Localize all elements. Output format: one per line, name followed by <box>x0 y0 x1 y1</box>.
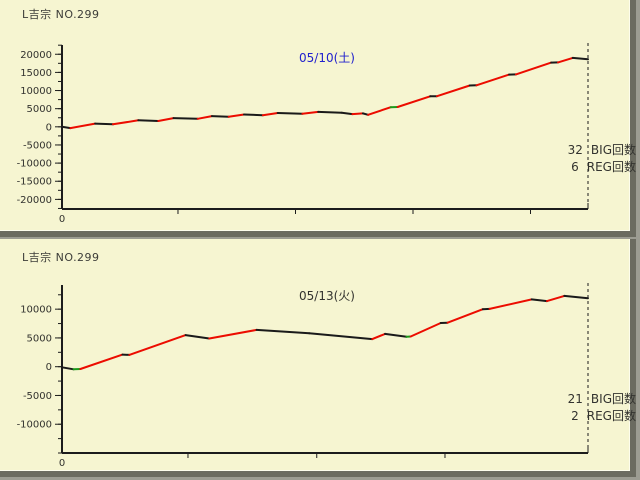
big-count: 32 <box>567 143 583 157</box>
reg-count-row: 6 REG回数 <box>551 159 636 176</box>
svg-text:0: 0 <box>46 362 52 373</box>
svg-text:10000: 10000 <box>20 305 52 316</box>
reg-count-label: REG回数 <box>586 409 636 423</box>
svg-text:5000: 5000 <box>27 333 52 344</box>
big-count-row: 32 BIG回数 <box>551 142 636 159</box>
bonus-stats: 21 BIG回数 2 REG回数 <box>551 391 636 425</box>
svg-text:-5000: -5000 <box>23 391 52 402</box>
big-count-label: BIG回数 <box>590 143 636 157</box>
svg-text:0: 0 <box>46 122 52 133</box>
big-count-row: 21 BIG回数 <box>551 391 636 408</box>
machine-title: L吉宗 NO.299 <box>22 251 100 264</box>
reg-count: 2 <box>571 409 579 423</box>
svg-text:20000: 20000 <box>20 50 52 61</box>
machine-title: L吉宗 NO.299 <box>22 8 100 21</box>
svg-text:0: 0 <box>59 214 65 225</box>
svg-text:-10000: -10000 <box>17 420 52 431</box>
slump-panel-bottom: L吉宗 NO.299 10000 5000 0 -5000 -10000 0 05/13(… <box>0 239 636 477</box>
slump-chart-bottom: 10000 5000 0 -5000 -10000 0 <box>17 283 589 469</box>
svg-text:-5000: -5000 <box>23 140 52 151</box>
svg-text:5000: 5000 <box>27 104 52 115</box>
slump-panel-top: L吉宗 NO.299 20000 15000 10000 5000 0 -5000 -100… <box>0 0 636 237</box>
svg-text:10000: 10000 <box>20 86 52 97</box>
svg-text:-15000: -15000 <box>17 177 52 188</box>
big-count: 21 <box>567 392 583 406</box>
reg-count-row: 2 REG回数 <box>551 408 636 425</box>
svg-text:-20000: -20000 <box>17 195 52 206</box>
date-label: 05/10(土) <box>299 51 355 65</box>
svg-text:15000: 15000 <box>20 68 52 79</box>
svg-text:-10000: -10000 <box>17 159 52 170</box>
date-label: 05/13(火) <box>299 289 355 303</box>
slump-chart-top: 20000 15000 10000 5000 0 -5000 -10000 -15000 -20… <box>17 43 589 225</box>
svg-text:0: 0 <box>59 458 65 469</box>
reg-count-label: REG回数 <box>586 160 636 174</box>
bonus-stats: 32 BIG回数 6 REG回数 <box>551 142 636 176</box>
big-count-label: BIG回数 <box>590 392 636 406</box>
reg-count: 6 <box>571 160 579 174</box>
